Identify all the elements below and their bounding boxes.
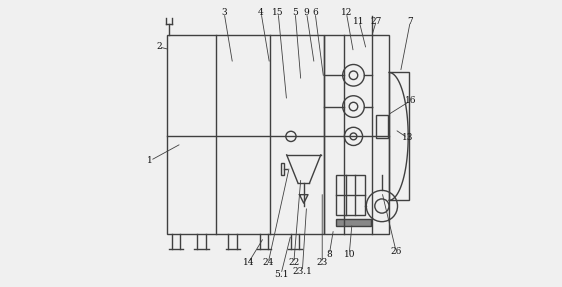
Text: 10: 10 [343,250,355,259]
Text: 13: 13 [402,133,413,142]
Text: 26: 26 [391,247,402,256]
Text: 8: 8 [327,250,332,259]
Text: 5: 5 [292,8,298,17]
Text: 23.1: 23.1 [292,267,312,276]
Bar [337,219,370,226]
Text: 3: 3 [221,8,227,17]
Text: 6: 6 [312,8,318,17]
Text: 5.1: 5.1 [274,270,288,279]
Text: 7: 7 [407,17,413,26]
Text: 2: 2 [156,42,162,51]
Text: 24: 24 [262,258,274,267]
Text: 1: 1 [147,156,153,165]
Text: 22: 22 [288,258,300,267]
Bar [389,72,409,200]
Text: 4: 4 [258,8,264,17]
Text: 27: 27 [370,17,382,26]
Text: 23: 23 [316,258,328,267]
Bar [281,163,284,175]
Bar [376,115,388,138]
Text: 12: 12 [341,8,352,17]
Text: 11: 11 [353,17,365,26]
Text: 16: 16 [405,96,416,105]
Bar [167,36,324,234]
Bar [337,175,365,215]
Text: 9: 9 [303,8,310,17]
Text: 14: 14 [243,258,254,267]
Text: 15: 15 [273,8,284,17]
Bar [324,36,389,234]
